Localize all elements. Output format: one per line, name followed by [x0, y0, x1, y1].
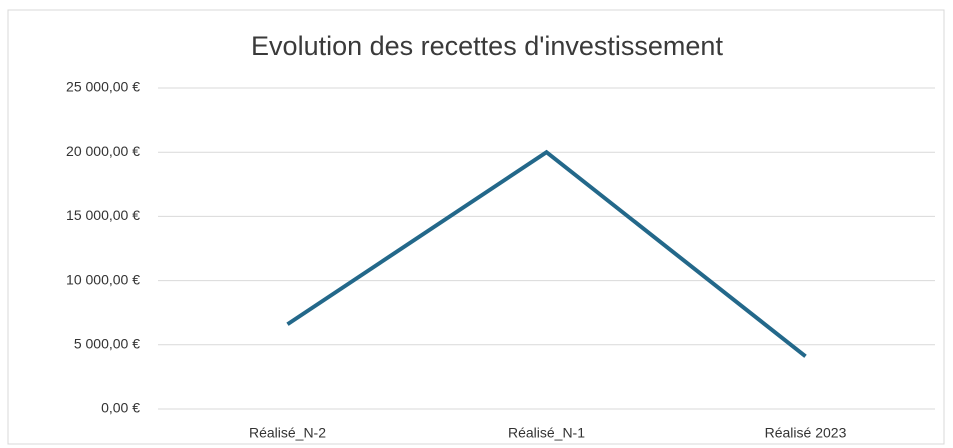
- y-tick-label: 15 000,00 €: [66, 207, 140, 223]
- y-tick-label: 20 000,00 €: [66, 143, 140, 159]
- data-line: [286, 149, 807, 358]
- chart-title: Evolution des recettes d'investissement: [251, 31, 723, 61]
- y-tick-label: 5 000,00 €: [74, 336, 140, 352]
- chart-frame: [7, 9, 945, 445]
- y-tick-label: 0,00 €: [101, 400, 140, 416]
- x-tick-label: Réalisé 2023: [765, 425, 847, 441]
- x-tick-label: Réalisé_N-1: [508, 425, 585, 441]
- y-tick-label: 25 000,00 €: [66, 79, 140, 95]
- y-tick-label: 10 000,00 €: [66, 271, 140, 287]
- x-tick-label: Réalisé_N-2: [249, 425, 326, 441]
